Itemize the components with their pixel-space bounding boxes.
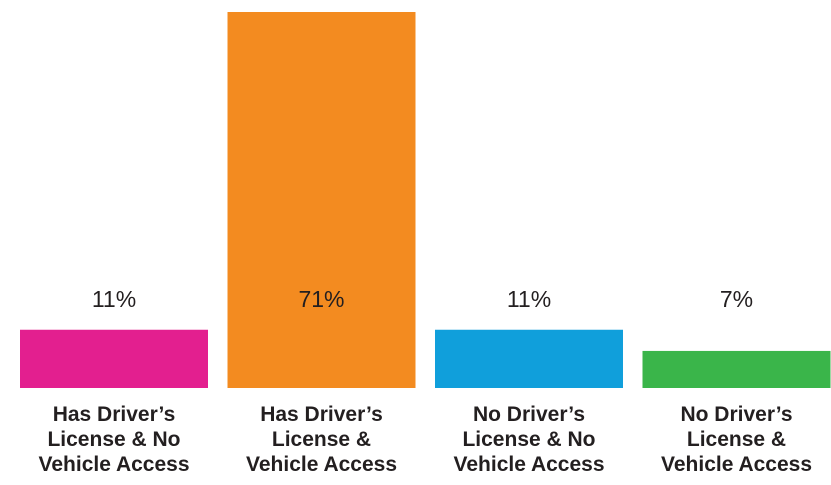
category-label: Has Driver’s License & No Vehicle Access bbox=[38, 403, 190, 476]
value-label: 11% bbox=[92, 286, 136, 312]
value-label: 71% bbox=[298, 286, 344, 312]
bar bbox=[20, 329, 208, 388]
bar bbox=[227, 12, 416, 388]
bar bbox=[435, 329, 623, 388]
value-label: 11% bbox=[507, 286, 551, 312]
category-label: Has Driver’s License & Vehicle Access bbox=[246, 403, 397, 476]
category-label: No Driver’s License & Vehicle Access bbox=[661, 403, 812, 476]
value-label: 7% bbox=[720, 286, 753, 312]
bar bbox=[642, 350, 831, 388]
category-label: No Driver’s License & No Vehicle Access bbox=[453, 403, 605, 476]
